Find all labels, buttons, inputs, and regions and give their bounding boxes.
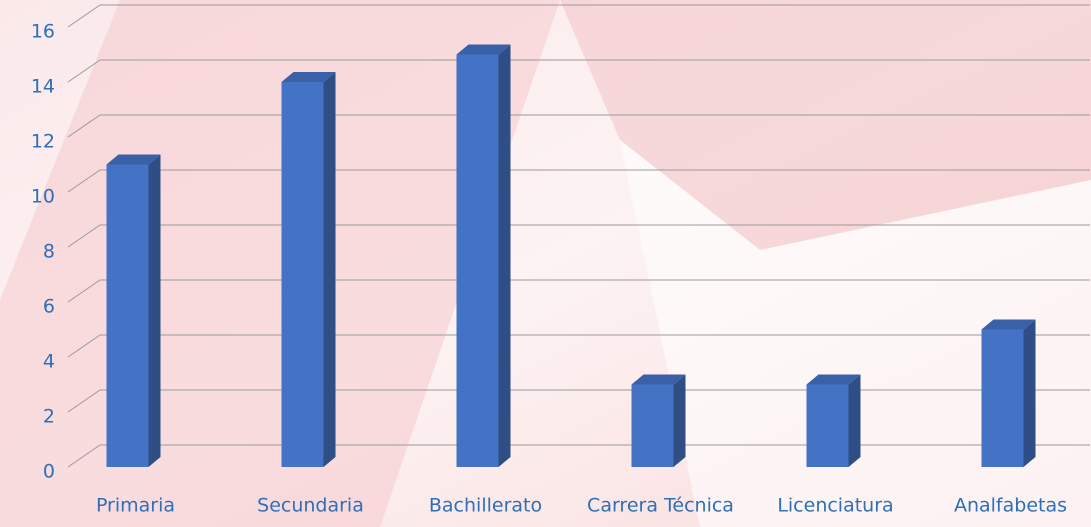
grid-line xyxy=(67,4,1090,28)
y-tick-label: 8 xyxy=(43,241,55,263)
bar-top xyxy=(106,154,161,165)
bar-side xyxy=(1023,319,1036,467)
bar-side xyxy=(498,44,511,467)
bar xyxy=(456,54,499,467)
grid-line xyxy=(67,114,1090,138)
grid-line xyxy=(67,389,1090,413)
y-tick-label: 12 xyxy=(31,131,55,153)
bar xyxy=(281,82,324,467)
grid-line xyxy=(67,444,1090,468)
y-tick-label: 14 xyxy=(31,76,55,98)
y-tick-label: 4 xyxy=(43,351,55,373)
bar-side xyxy=(323,72,336,467)
x-tick-label: Carrera Técnica xyxy=(587,495,734,517)
background-flag xyxy=(620,140,1091,527)
bar-side xyxy=(673,374,686,467)
x-tick-label: Licenciatura xyxy=(777,495,893,517)
bar xyxy=(631,384,674,467)
bar-side xyxy=(848,374,861,467)
y-tick-label: 6 xyxy=(43,296,55,318)
x-tick-label: Bachillerato xyxy=(429,495,542,517)
x-tick-label: Primaria xyxy=(96,495,175,517)
bar-side xyxy=(148,154,161,467)
bar-top xyxy=(281,72,336,82)
grid-line xyxy=(67,224,1090,248)
x-tick-label: Secundaria xyxy=(257,495,364,517)
bar xyxy=(806,384,849,467)
grid-line xyxy=(67,334,1090,358)
y-tick-label: 10 xyxy=(31,186,55,208)
bar-top xyxy=(981,319,1036,330)
bar-top xyxy=(456,44,511,55)
y-tick-label: 16 xyxy=(31,21,55,43)
grid-line xyxy=(67,59,1090,83)
bar xyxy=(106,164,149,467)
y-tick-label: 0 xyxy=(43,461,55,483)
background-swoosh xyxy=(560,0,1091,250)
grid-line xyxy=(67,169,1090,193)
grid-line xyxy=(67,279,1090,303)
x-tick-label: Analfabetas xyxy=(954,495,1067,517)
bar-top xyxy=(631,374,686,385)
y-tick-label: 2 xyxy=(43,406,55,428)
bar xyxy=(981,329,1024,467)
bar-top xyxy=(806,374,861,385)
